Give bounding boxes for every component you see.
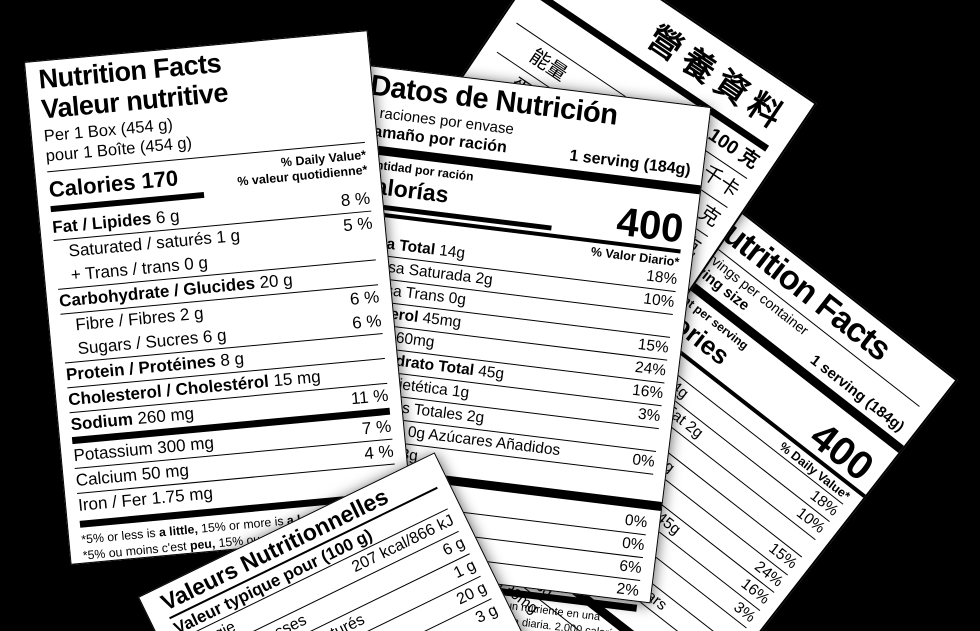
nutrient-daily-value: 5 % [342,213,374,235]
nutrition-label-canadian: Nutrition Facts Valeur nutritive Per 1 B… [24,30,415,565]
nutrient-daily-value: 11 % [350,385,390,408]
nutrient-daily-value: 7 % [361,416,393,438]
nutrient-daily-value: 18% [645,267,679,289]
calories-value: 170 [140,164,180,194]
nutrient-daily-value: 3% [636,405,662,426]
nutrient-daily-value: 16% [631,382,665,403]
daily-value-header: % Daily Value* % valeur quotidienne* [235,147,368,190]
nutrient-daily-value: 0% [621,535,646,555]
nutrient-daily-value: 0% [623,512,649,532]
nutrient-daily-value: 8 % [339,188,371,210]
nutrient-daily-value: 6 % [351,310,383,333]
nutrient-daily-value: 6 % [349,286,381,309]
nutrient-daily-value: 10% [642,290,676,312]
calories-label: Calories [47,168,137,202]
footnote-emphasis: peu, [189,536,216,553]
nutrient-daily-value: 15% [636,336,670,358]
calories-value: 400 [614,200,686,252]
nutrient-daily-value: 0% [631,451,656,472]
nutrient-daily-value: 24% [633,359,667,380]
nutrient-daily-value: 4 % [363,441,395,463]
nutrient-daily-value: 2% [615,580,640,601]
nutrient-daily-value: 6% [618,557,643,578]
